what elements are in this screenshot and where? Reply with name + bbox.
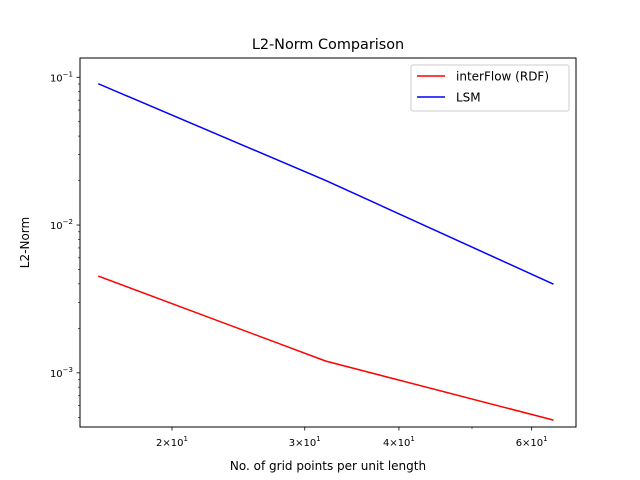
- legend-label-lsm: LSM: [456, 91, 481, 105]
- y-tick-label-0: 10−1: [50, 70, 73, 84]
- y-tick-label-2: 10−3: [50, 366, 73, 380]
- y-tick-label-1: 10−2: [50, 218, 73, 232]
- legend: interFlow (RDF) LSM: [410, 64, 570, 112]
- x-tick-label-1: 3×101: [289, 435, 321, 449]
- y-axis-label: L2-Norm: [18, 217, 32, 268]
- legend-label-interflow: interFlow (RDF): [456, 70, 549, 84]
- legend-box: [410, 64, 570, 112]
- chart-title: L2-Norm Comparison: [252, 37, 404, 53]
- x-axis-label: No. of grid points per unit length: [230, 459, 426, 473]
- x-tick-label-3: 6×101: [516, 435, 548, 449]
- plot-area: [97, 83, 554, 421]
- axis-ticks: 2×101 3×101 4×101 6×101 10−1 10−2 10−3: [50, 70, 548, 449]
- series-line-0: [97, 275, 554, 421]
- x-tick-label-2: 4×101: [383, 435, 415, 449]
- x-tick-label-0: 2×101: [156, 435, 188, 449]
- series-line-1: [97, 83, 554, 285]
- axes-frame: [79, 57, 577, 428]
